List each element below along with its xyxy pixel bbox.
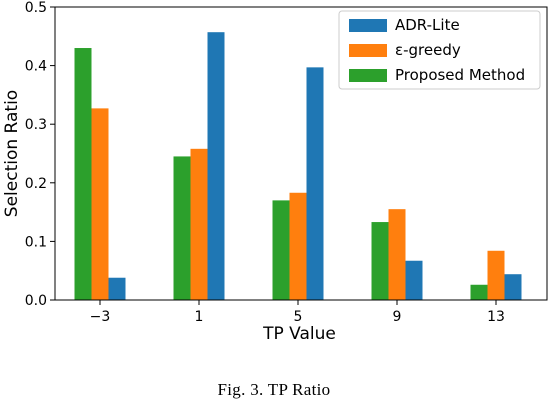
bar-adr-lite <box>207 32 225 300</box>
y-axis-label: Selection Ratio <box>2 90 22 217</box>
bar-proposed-method <box>173 156 191 300</box>
legend-swatch <box>349 19 387 32</box>
x-tick-label: 5 <box>294 309 303 325</box>
bar-adr-lite <box>306 67 324 300</box>
bar--greedy <box>190 148 208 300</box>
x-axis-ticks: −3 1 5 9 13 <box>90 300 505 325</box>
y-tick-label: 0.5 <box>25 0 47 16</box>
bar--greedy <box>388 209 406 300</box>
figure-caption: Fig. 3. TP Ratio <box>217 380 331 399</box>
bar-proposed-method <box>470 284 488 300</box>
bar--greedy <box>487 250 505 300</box>
bar-proposed-method <box>272 200 290 300</box>
legend-swatch <box>349 44 387 57</box>
bar-adr-lite <box>504 274 522 300</box>
legend-label: Proposed Method <box>395 66 525 84</box>
legend-swatch <box>349 69 387 82</box>
legend-label: ADR-Lite <box>395 16 460 34</box>
bar-chart: 0.0 0.1 0.2 0.3 0.4 0.5 −3 1 5 9 13 TP Value Sele… <box>2 0 548 344</box>
plot-frame <box>54 6 548 301</box>
bar--greedy <box>91 108 109 301</box>
y-tick-label: 0.2 <box>25 176 47 192</box>
bar--greedy <box>289 192 307 300</box>
y-axis-ticks: 0.0 0.1 0.2 0.3 0.4 0.5 <box>25 0 55 309</box>
y-tick-label: 0.4 <box>25 59 47 75</box>
x-tick-label: 9 <box>393 309 402 325</box>
bar-adr-lite <box>405 260 423 300</box>
bar-proposed-method <box>74 48 92 300</box>
y-tick-label: 0.3 <box>25 117 47 133</box>
legend-box <box>338 10 541 90</box>
bars-group <box>74 32 522 301</box>
y-tick-label: 0.1 <box>25 234 47 250</box>
x-tick-label: 1 <box>195 309 204 325</box>
x-tick-label: 13 <box>487 309 505 325</box>
y-tick-label: 0.0 <box>25 293 47 309</box>
legend-label: ε-greedy <box>395 41 461 59</box>
x-tick-label: −3 <box>90 309 111 325</box>
bar-adr-lite <box>108 277 126 300</box>
legend: ADR-Lite ε-greedy Proposed Method <box>338 10 541 90</box>
x-axis-label: TP Value <box>262 324 336 344</box>
bar-proposed-method <box>371 222 389 300</box>
